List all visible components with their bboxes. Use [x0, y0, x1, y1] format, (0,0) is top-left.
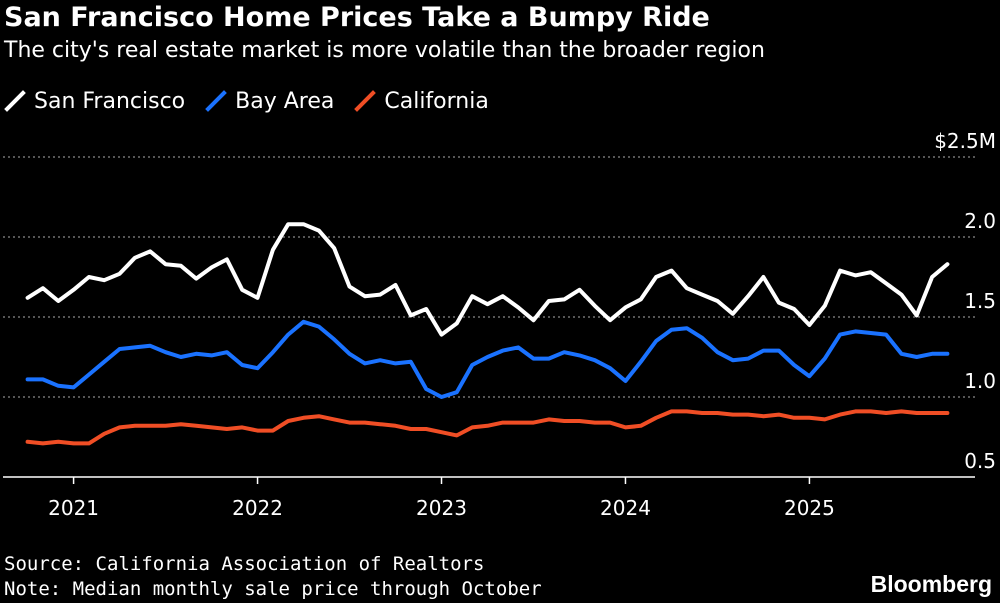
legend-swatch-san-francisco	[4, 90, 26, 112]
chart-title: San Francisco Home Prices Take a Bumpy R…	[4, 2, 710, 33]
series-line-california	[25, 409, 950, 446]
legend-label-san-francisco: San Francisco	[34, 88, 186, 114]
x-tick-label: 2024	[600, 496, 651, 520]
x-tick-label: 2025	[784, 496, 835, 520]
legend-item-san-francisco: San Francisco	[4, 89, 185, 114]
legend-item-california: California	[354, 88, 489, 114]
y-tick-label: $2.5M	[934, 129, 996, 153]
legend-swatch-bay-area	[205, 90, 227, 112]
legend-swatch-california	[354, 90, 377, 112]
legend-label-bay-area: Bay Area	[235, 88, 335, 114]
y-tick-label: 1.0	[964, 369, 996, 393]
legend: San Francisco Bay Area California	[4, 86, 509, 116]
x-tick-label: 2022	[232, 496, 283, 520]
y-tick-label: 2.0	[964, 209, 996, 233]
x-tick-label: 2023	[416, 496, 467, 520]
legend-item-bay-area: Bay Area	[205, 89, 334, 114]
methodology-note: Note: Median monthly sale price through …	[4, 578, 542, 600]
y-tick-label: 0.5	[964, 449, 996, 473]
y-tick-label: 1.5	[964, 289, 996, 313]
source-note: Source: California Association of Realto…	[4, 553, 485, 575]
series-line-san-francisco	[25, 222, 950, 337]
series-line-bay-area	[25, 319, 950, 399]
chart-subtitle: The city's real estate market is more vo…	[4, 38, 765, 63]
x-tick-label: 2021	[48, 496, 99, 520]
bloomberg-logo: Bloomberg	[870, 571, 992, 597]
legend-label-california: California	[384, 88, 489, 114]
